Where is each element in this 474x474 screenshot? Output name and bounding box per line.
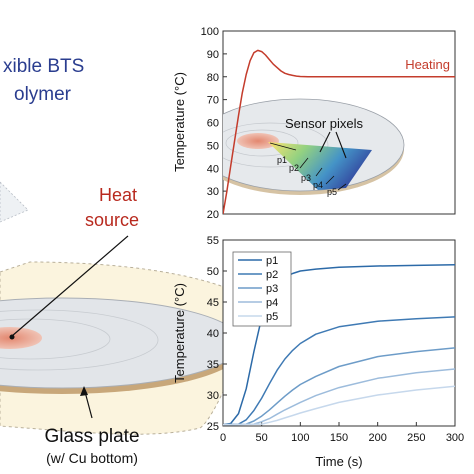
inset-arrow xyxy=(335,131,347,159)
material-label-line1: xible BTS xyxy=(3,56,84,77)
y-tick-label: 30 xyxy=(207,186,219,198)
legend-label-p3: p3 xyxy=(266,283,278,295)
heat-source-point xyxy=(9,334,15,340)
legend-label-p5: p5 xyxy=(266,311,278,323)
x-tick-label: 50 xyxy=(256,432,268,444)
plate-ring xyxy=(0,318,111,360)
y-tick-label: 50 xyxy=(207,140,219,152)
y-tick-label: 40 xyxy=(207,163,219,175)
top-sheet-corner xyxy=(0,181,29,223)
legend-label-p1: p1 xyxy=(266,255,278,267)
x-tick-label: 100 xyxy=(291,432,309,444)
top-chart: 20 30 40 50 60 70 80 90 100 Temperature (°C) Sen… xyxy=(172,26,456,221)
legend-box xyxy=(232,251,292,327)
series-line-p5 xyxy=(223,385,455,426)
pixel-pointer xyxy=(337,183,347,191)
x-axis-label: Time (s) xyxy=(315,454,362,469)
inset-title: Sensor pixels xyxy=(285,116,364,131)
inset-sensor-disc xyxy=(223,98,405,195)
glass-plate-note: (w/ Cu bottom) xyxy=(46,450,138,466)
pixel-label-p4: p4 xyxy=(313,180,323,190)
x-tick-label: 200 xyxy=(368,432,386,444)
y-axis-label: Temperature (°C) xyxy=(172,283,187,383)
y-tick-label: 60 xyxy=(207,118,219,130)
heat-source-label-line2: source xyxy=(85,210,139,230)
y-axis-label: Temperature (°C) xyxy=(172,72,187,172)
pixel-pointer xyxy=(269,142,297,151)
inset-ring xyxy=(225,129,299,157)
y-tick-label: 45 xyxy=(207,297,219,309)
y-tick-label: 80 xyxy=(207,72,219,84)
series-line-p3 xyxy=(223,347,455,426)
legend-label-p4: p4 xyxy=(266,297,278,309)
bottom-chart: 25 30 35 40 45 50 55 0 50 100 150 200 250 300 Tempera… xyxy=(172,235,464,469)
pixel-label-p1: p1 xyxy=(277,155,287,165)
y-tick-label: 40 xyxy=(207,328,219,340)
device-illustration: xible BTS olymer Heat source Glass plate… xyxy=(0,56,253,466)
y-tick-label: 50 xyxy=(207,266,219,278)
plate-ring xyxy=(0,309,159,371)
pixel-pointer xyxy=(315,167,323,177)
x-tick-label: 150 xyxy=(330,432,348,444)
pixel-label-p2: p2 xyxy=(289,163,299,173)
sensor-pixel-array xyxy=(268,142,372,190)
pixel-label-p5: p5 xyxy=(327,187,337,197)
series-line-p2 xyxy=(223,316,455,426)
y-tick-label: 25 xyxy=(207,421,219,433)
glass-plate-arrowhead xyxy=(80,386,88,396)
x-tick-label: 0 xyxy=(220,432,226,444)
pixel-pointer xyxy=(299,157,309,169)
series-line-heating xyxy=(223,49,455,214)
glass-plate-label: Glass plate xyxy=(44,426,139,447)
inset-arrow xyxy=(319,131,331,153)
y-tick-label: 20 xyxy=(207,209,219,221)
series-line-p4 xyxy=(223,368,455,426)
y-tick-label: 90 xyxy=(207,49,219,61)
y-tick-label: 70 xyxy=(207,95,219,107)
series-group xyxy=(223,49,455,214)
inset-heat-spot xyxy=(237,133,279,149)
legend-label-p2: p2 xyxy=(266,269,278,281)
legend: p1 p2 p3 p4 p5 xyxy=(232,251,292,327)
y-tick-label: 30 xyxy=(207,390,219,402)
x-tick-label: 250 xyxy=(407,432,425,444)
y-tick-label: 35 xyxy=(207,359,219,371)
heat-source-label-line1: Heat xyxy=(99,185,137,205)
pixel-pointer xyxy=(325,175,335,185)
series-label-heating: Heating xyxy=(405,57,450,72)
heat-source-arrow xyxy=(11,235,129,337)
material-label-line2: olymer xyxy=(14,84,72,105)
pixel-label-p3: p3 xyxy=(301,173,311,183)
inset-ring xyxy=(223,122,329,168)
y-tick-label: 100 xyxy=(201,26,219,38)
heat-spot xyxy=(0,327,42,349)
x-tick-label: 300 xyxy=(446,432,464,444)
axis-ticks: 25 30 35 40 45 50 55 0 50 100 150 200 250 300 xyxy=(207,235,464,444)
y-tick-label: 55 xyxy=(207,235,219,247)
